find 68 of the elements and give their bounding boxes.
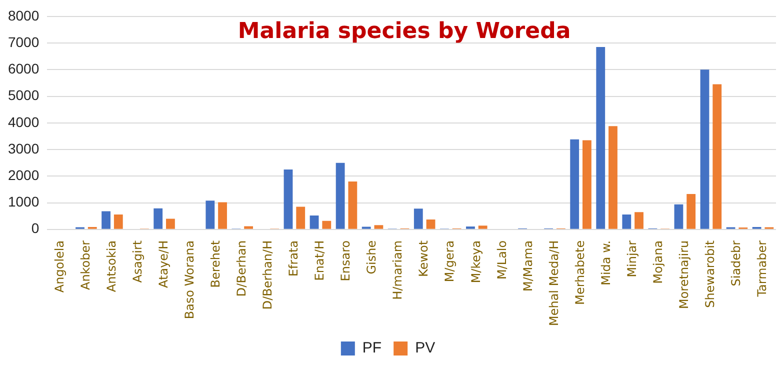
x-tick-label: Berehet <box>208 240 222 288</box>
legend-label: PF <box>362 340 382 357</box>
bar <box>310 216 319 229</box>
bar <box>244 226 254 229</box>
x-tick-label: Baso Worana <box>182 240 196 320</box>
x-tick-label: M/gera <box>442 240 457 282</box>
bar <box>102 211 110 229</box>
bar <box>478 226 488 229</box>
x-tick-label: D/Berhan/H <box>260 240 275 310</box>
bar <box>336 162 345 229</box>
x-tick-label: Antsokia <box>104 240 118 292</box>
x-tick-label: M/Lalo <box>494 240 509 280</box>
x-tick-label: Ensaro <box>338 240 353 282</box>
bar <box>374 225 384 229</box>
x-tick-label: Ataye/H <box>156 240 170 288</box>
x-tick-label: Tarmaber <box>755 240 770 298</box>
bar <box>166 218 175 229</box>
bar <box>634 212 644 229</box>
x-tick-label: M/keya <box>468 240 483 284</box>
x-tick-label: Asagirt <box>130 240 144 283</box>
x-tick-label: Siadebr <box>729 240 744 286</box>
chart-title: Malaria species by Woreda <box>238 19 571 44</box>
x-tick-label: Mojana <box>650 240 665 284</box>
x-tick-label: Efrata <box>286 240 301 277</box>
bar <box>700 70 710 229</box>
bar <box>114 214 123 229</box>
x-tick-label: Enat/H <box>312 240 327 281</box>
x-tick-label: Gishe <box>364 240 379 274</box>
y-tick-label: 5000 <box>8 87 40 104</box>
bar <box>296 206 306 229</box>
legend-label: PV <box>415 340 436 357</box>
x-tick-label: Minjar <box>624 240 639 278</box>
y-tick-label: 2000 <box>8 166 40 183</box>
bar <box>348 181 358 229</box>
x-tick-label: Mehal Meda/H <box>546 240 561 326</box>
x-tick-label: Merhabete <box>572 240 587 305</box>
bar <box>322 220 332 229</box>
bar <box>414 208 423 229</box>
x-tick-label: Moretnajiru <box>677 240 692 310</box>
bar <box>466 226 475 229</box>
x-tick-label: Shewarobit <box>703 240 718 308</box>
x-tick-label: H/mariam <box>390 240 405 300</box>
y-tick-label: 7000 <box>8 34 40 50</box>
bar <box>712 84 722 229</box>
bar <box>622 214 632 229</box>
bar <box>218 202 227 229</box>
bar <box>674 204 684 229</box>
x-tick-label: Kewot <box>416 240 431 277</box>
bar <box>596 47 606 229</box>
x-tick-label: Angolela <box>52 240 66 293</box>
x-tick-label: Ankober <box>78 240 92 290</box>
y-tick-label: 1000 <box>8 194 40 210</box>
bar <box>154 208 163 229</box>
y-tick-label: 0 <box>31 220 40 236</box>
bar <box>608 126 618 229</box>
bar <box>570 139 580 229</box>
y-tick-label: 3000 <box>8 140 40 156</box>
bar <box>206 200 215 229</box>
x-tick-label: M/Mama <box>520 240 535 292</box>
bar <box>582 140 592 229</box>
bar <box>686 194 696 229</box>
bar <box>426 220 436 229</box>
x-tick-label: Mida w. <box>598 240 613 286</box>
x-tick-label: D/Berhan <box>234 240 248 297</box>
y-tick-label: 8000 <box>8 7 40 24</box>
bar <box>284 169 293 229</box>
y-tick-label: 4000 <box>8 114 40 130</box>
y-tick-label: 6000 <box>8 60 40 77</box>
